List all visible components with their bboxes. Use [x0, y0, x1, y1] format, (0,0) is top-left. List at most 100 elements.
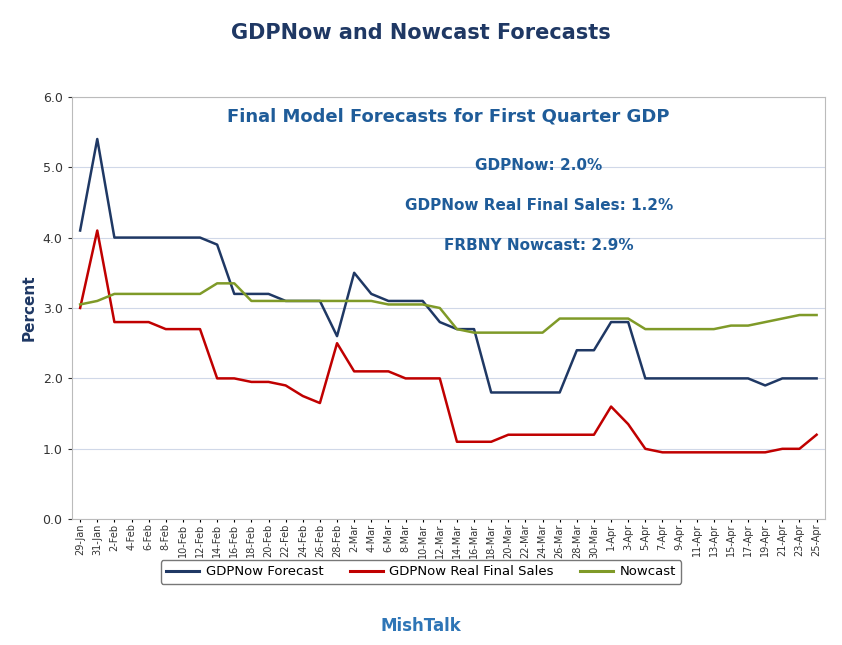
GDPNow Real Final Sales [126, 318, 136, 326]
GDPNow Forecast [109, 233, 120, 241]
GDPNow Real Final Sales [743, 448, 753, 456]
GDPNow Real Final Sales [229, 375, 239, 382]
GDPNow Real Final Sales [572, 431, 582, 439]
GDPNow Forecast [674, 375, 685, 382]
GDPNow Real Final Sales [315, 399, 325, 407]
Nowcast [212, 279, 222, 287]
GDPNow Forecast [760, 382, 770, 390]
Nowcast [640, 325, 650, 333]
GDPNow Real Final Sales [452, 438, 462, 446]
GDPNow Forecast [658, 375, 668, 382]
GDPNow Forecast [726, 375, 736, 382]
GDPNow Real Final Sales [504, 431, 514, 439]
Nowcast [572, 315, 582, 322]
GDPNow Real Final Sales [777, 445, 787, 453]
Line: GDPNow Real Final Sales: GDPNow Real Final Sales [80, 230, 817, 452]
GDPNow Real Final Sales [486, 438, 496, 446]
Legend: GDPNow Forecast, GDPNow Real Final Sales, Nowcast: GDPNow Forecast, GDPNow Real Final Sales… [161, 560, 681, 584]
Nowcast [126, 290, 136, 298]
GDPNow Forecast [126, 233, 136, 241]
GDPNow Forecast [743, 375, 753, 382]
Line: Nowcast: Nowcast [80, 283, 817, 333]
Nowcast [366, 297, 376, 305]
GDPNow Forecast [794, 375, 804, 382]
GDPNow Real Final Sales [75, 304, 85, 312]
GDPNow Forecast [589, 346, 599, 354]
GDPNow Forecast [709, 375, 719, 382]
Text: FRBNY Nowcast: 2.9%: FRBNY Nowcast: 2.9% [444, 238, 634, 253]
Nowcast [469, 329, 479, 337]
GDPNow Forecast [75, 226, 85, 234]
GDPNow Forecast [298, 297, 308, 305]
Nowcast [383, 301, 393, 308]
GDPNow Real Final Sales [623, 421, 633, 428]
GDPNow Forecast [812, 375, 822, 382]
GDPNow Forecast [640, 375, 650, 382]
GDPNow Forecast [537, 388, 547, 396]
Nowcast [93, 297, 103, 305]
Nowcast [794, 311, 804, 319]
Nowcast [418, 301, 428, 308]
Nowcast [674, 325, 685, 333]
GDPNow Real Final Sales [640, 445, 650, 453]
Nowcast [537, 329, 547, 337]
GDPNow Forecast [401, 297, 411, 305]
GDPNow Real Final Sales [537, 431, 547, 439]
Nowcast [264, 297, 274, 305]
Nowcast [401, 301, 411, 308]
Nowcast [589, 315, 599, 322]
Nowcast [161, 290, 171, 298]
GDPNow Real Final Sales [760, 448, 770, 456]
GDPNow Real Final Sales [212, 375, 222, 382]
GDPNow Real Final Sales [264, 378, 274, 386]
Nowcast [760, 318, 770, 326]
GDPNow Real Final Sales [109, 318, 120, 326]
Text: GDPNow: 2.0%: GDPNow: 2.0% [475, 158, 602, 173]
GDPNow Forecast [212, 241, 222, 248]
Nowcast [555, 315, 565, 322]
Nowcast [520, 329, 530, 337]
Nowcast [623, 315, 633, 322]
Nowcast [658, 325, 668, 333]
GDPNow Real Final Sales [247, 378, 257, 386]
GDPNow Forecast [469, 325, 479, 333]
GDPNow Real Final Sales [298, 392, 308, 400]
Nowcast [280, 297, 290, 305]
GDPNow Forecast [280, 297, 290, 305]
GDPNow Real Final Sales [349, 368, 360, 375]
GDPNow Real Final Sales [812, 431, 822, 439]
GDPNow Real Final Sales [469, 438, 479, 446]
GDPNow Forecast [349, 269, 360, 277]
GDPNow Real Final Sales [332, 339, 342, 347]
Nowcast [349, 297, 360, 305]
Nowcast [743, 322, 753, 330]
GDPNow Forecast [418, 297, 428, 305]
GDPNow Real Final Sales [794, 445, 804, 453]
GDPNow Real Final Sales [401, 375, 411, 382]
GDPNow Forecast [247, 290, 257, 298]
Nowcast [812, 311, 822, 319]
GDPNow Forecast [777, 375, 787, 382]
GDPNow Real Final Sales [520, 431, 530, 439]
GDPNow Forecast [195, 233, 205, 241]
GDPNow Forecast [606, 318, 616, 326]
Nowcast [504, 329, 514, 337]
Y-axis label: Percent: Percent [22, 275, 37, 341]
GDPNow Real Final Sales [606, 402, 616, 410]
GDPNow Forecast [434, 318, 445, 326]
GDPNow Real Final Sales [144, 318, 154, 326]
GDPNow Real Final Sales [383, 368, 393, 375]
GDPNow Forecast [691, 375, 701, 382]
Nowcast [247, 297, 257, 305]
GDPNow Real Final Sales [366, 368, 376, 375]
Text: MishTalk: MishTalk [381, 617, 461, 635]
Nowcast [332, 297, 342, 305]
GDPNow Real Final Sales [674, 448, 685, 456]
GDPNow Real Final Sales [658, 448, 668, 456]
GDPNow Real Final Sales [195, 325, 205, 333]
Nowcast [315, 297, 325, 305]
Nowcast [452, 325, 462, 333]
GDPNow Forecast [572, 346, 582, 354]
GDPNow Real Final Sales [555, 431, 565, 439]
GDPNow Forecast [623, 318, 633, 326]
